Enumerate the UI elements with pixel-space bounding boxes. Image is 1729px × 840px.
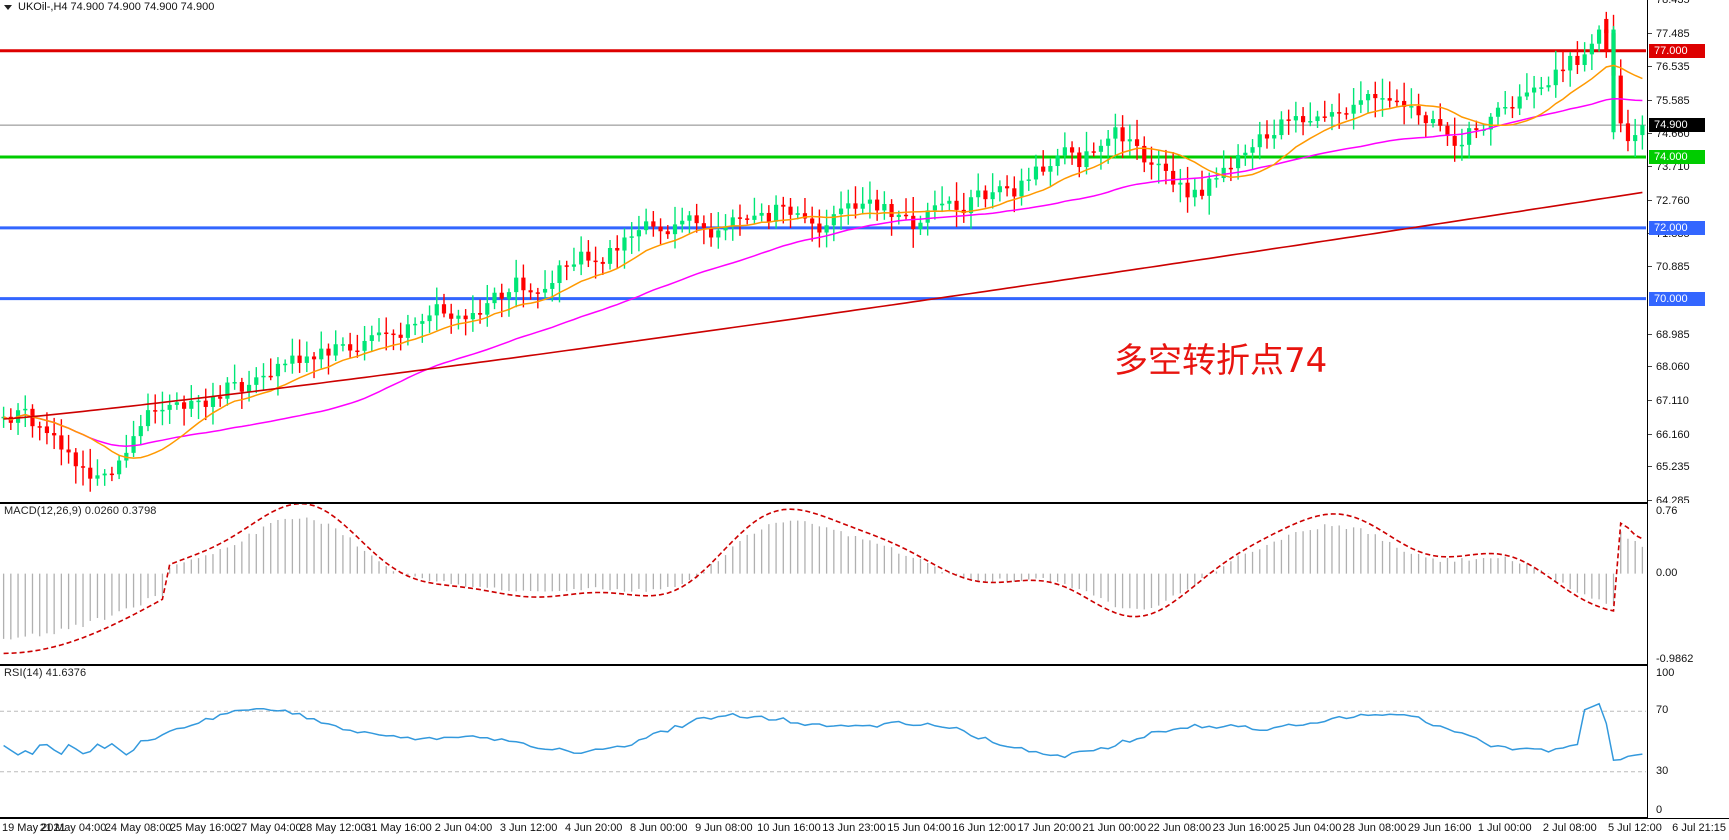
time-tick: 8 Jun 00:00	[630, 822, 688, 834]
price-tick: 76.535	[1648, 61, 1690, 73]
price-tick: 67.110	[1648, 395, 1689, 407]
chart-annotation: 多空转折点74	[1114, 341, 1328, 381]
macd-label: MACD(12,26,9) 0.0260 0.3798	[4, 505, 157, 517]
rsi-panel[interactable]: RSI(14) 41.6376	[0, 665, 1729, 818]
time-tick: 31 May 16:00	[365, 822, 432, 834]
price-panel[interactable]	[0, 0, 1729, 503]
time-axis[interactable]: 19 May 2021 21 May 04:00 24 May 08:00 25 Ma…	[0, 818, 1729, 840]
time-tick: 2 Jun 04:00	[434, 822, 493, 834]
macd-tick: -0.9862	[1656, 653, 1694, 665]
price-level-badge[interactable]: 70.000	[1649, 291, 1705, 306]
time-tick: 28 May 12:00	[300, 822, 367, 834]
price-tick: 66.160	[1648, 429, 1690, 441]
price-plot-area[interactable]	[0, 0, 1646, 501]
time-tick: 3 Jun 12:00	[499, 822, 558, 834]
time-tick: 22 Jun 08:00	[1147, 822, 1212, 834]
price-tick: 65.235	[1648, 461, 1690, 473]
price-level-badge[interactable]: 72.000	[1649, 220, 1705, 235]
chevron-down-icon[interactable]	[4, 4, 12, 10]
time-tick: 4 Jun 20:00	[564, 822, 623, 834]
price-tick: 72.760	[1648, 195, 1690, 207]
time-tick: 24 May 08:00	[104, 822, 172, 834]
price-tick: 68.060	[1648, 361, 1690, 373]
price-level-badge[interactable]: 74.000	[1649, 150, 1705, 165]
time-tick: 17 Jun 20:00	[1017, 822, 1082, 834]
time-tick: 16 Jun 12:00	[952, 822, 1016, 834]
time-tick: 19 May 2021	[2, 822, 66, 834]
rsi-tick: 70	[1656, 704, 1669, 717]
rsi-tick: 100	[1656, 667, 1675, 679]
price-tick: 68.985	[1648, 329, 1690, 341]
time-tick: 25 May 16:00	[169, 822, 237, 834]
macd-plot-area[interactable]	[0, 504, 1646, 664]
macd-tick: 0.76	[1656, 505, 1678, 517]
macd-axis-scale[interactable]: 0.76 0.00 -0.9862	[1647, 503, 1729, 665]
price-tick: 73.710	[1648, 161, 1690, 173]
time-tick: 5 Jul 12:00	[1608, 822, 1662, 834]
time-tick: 2 Jul 08:00	[1542, 822, 1597, 834]
price-tick: 70.885	[1648, 261, 1690, 273]
macd-tick: 0.00	[1656, 566, 1678, 579]
time-tick: 25 Jun 04:00	[1277, 822, 1342, 834]
price-tick: 78.435	[1648, 0, 1690, 6]
time-tick: 29 Jun 16:00	[1407, 822, 1472, 834]
chart-header: UKOil-,H4 74.900 74.900 74.900 74.900	[0, 0, 214, 14]
price-tick: 75.585	[1648, 95, 1690, 107]
macd-panel[interactable]: MACD(12,26,9) 0.0260 0.3798	[0, 503, 1729, 665]
price-axis-scale[interactable]: 78.435 77.485 76.535 75.585 74.660 73.710 72.7…	[1647, 0, 1729, 507]
price-level-badge[interactable]: 77.000	[1649, 43, 1705, 58]
time-tick: 23 Jun 16:00	[1212, 822, 1277, 834]
time-tick: 6 Jul 21:15	[1672, 822, 1726, 834]
time-tick: 27 May 04:00	[234, 822, 302, 834]
rsi-axis-scale[interactable]: 100 70 30 0	[1647, 665, 1729, 818]
rsi-plot-area[interactable]	[0, 666, 1646, 817]
time-tick: 21 Jun 00:00	[1082, 822, 1147, 834]
time-tick: 28 Jun 08:00	[1342, 822, 1407, 834]
time-tick: 21 May 04:00	[39, 822, 107, 834]
current-price-badge: 74.900	[1649, 118, 1705, 133]
time-tick: 1 Jul 00:00	[1477, 822, 1532, 834]
chart-title: UKOil-,H4 74.900 74.900 74.900 74.900	[18, 1, 215, 13]
time-tick: 10 Jun 16:00	[757, 822, 821, 834]
price-tick: 77.485	[1648, 28, 1690, 40]
rsi-tick: 0	[1656, 804, 1663, 816]
rsi-tick: 30	[1656, 764, 1669, 777]
time-tick: 13 Jun 23:00	[822, 822, 886, 834]
rsi-label: RSI(14) 41.6376	[4, 667, 87, 679]
time-tick: 15 Jun 04:00	[887, 822, 951, 834]
time-tick: 9 Jun 08:00	[695, 822, 753, 834]
